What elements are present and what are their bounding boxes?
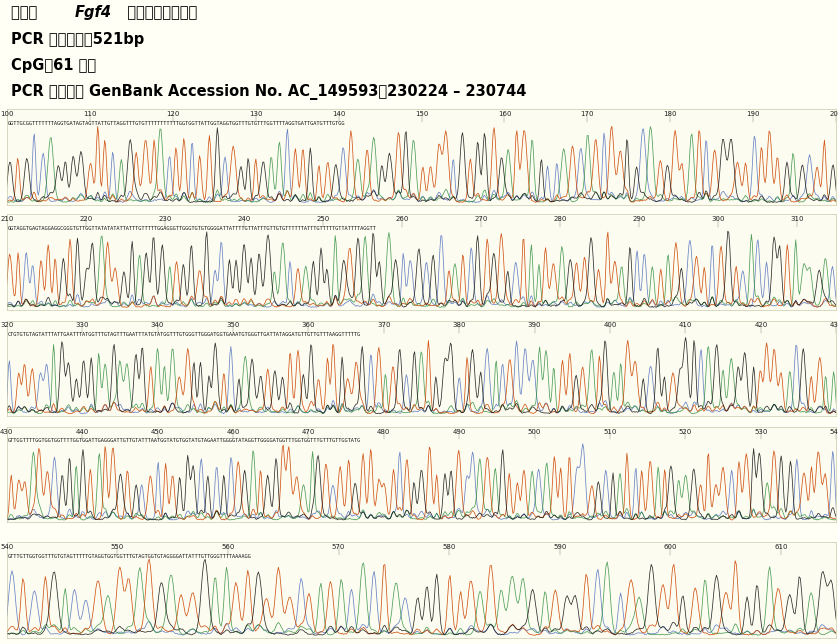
Text: 160: 160 <box>498 111 511 117</box>
Text: 120: 120 <box>166 111 179 117</box>
Text: 320: 320 <box>0 323 13 328</box>
Text: GGTAGGTGAGTAGGAGGCGGGTGTTGGTTATATATATTATTTGTTTTTGGAGGGTTGGGTGTGTGGGGATTATTTTGTTA: GGTAGGTGAGTAGGAGGCGGGTGTTGGTTATATATATTAT… <box>8 226 376 231</box>
Text: 200: 200 <box>830 111 838 117</box>
Text: 220: 220 <box>79 216 92 222</box>
Text: 280: 280 <box>553 216 566 222</box>
Text: 270: 270 <box>474 216 488 222</box>
Text: 410: 410 <box>679 323 692 328</box>
Text: 110: 110 <box>83 111 96 117</box>
Text: 310: 310 <box>790 216 804 222</box>
Text: 330: 330 <box>75 323 89 328</box>
Text: マウス: マウス <box>11 5 42 20</box>
Text: 600: 600 <box>664 544 677 550</box>
Text: 550: 550 <box>111 544 124 550</box>
Text: 420: 420 <box>754 323 768 328</box>
Text: 290: 290 <box>632 216 645 222</box>
Text: 400: 400 <box>603 323 617 328</box>
Text: 460: 460 <box>226 429 240 435</box>
Text: CpG：61 箇所: CpG：61 箇所 <box>11 58 96 73</box>
Text: PCR 増幅鎖長：521bp: PCR 増幅鎖長：521bp <box>11 32 144 47</box>
Text: 170: 170 <box>581 111 594 117</box>
Text: 100: 100 <box>0 111 13 117</box>
Text: 350: 350 <box>226 323 240 328</box>
Text: 470: 470 <box>302 429 315 435</box>
Text: 210: 210 <box>0 216 13 222</box>
Text: 150: 150 <box>415 111 428 117</box>
Text: 540: 540 <box>830 429 838 435</box>
Text: 250: 250 <box>316 216 329 222</box>
Text: GTTTGTTGGTGGTTTGTGTAGTTTTTGTAGGTGGTGGTTTGTAGTGGTGTAGGGGATTATTTGTTGGGTTTTAAAAGG: GTTTGTTGGTGGTTTGTGTAGTTTTTGTAGGTGGTGGTTT… <box>8 554 251 558</box>
Text: 190: 190 <box>747 111 760 117</box>
Text: 480: 480 <box>377 429 391 435</box>
Text: 430: 430 <box>0 429 13 435</box>
Text: 300: 300 <box>711 216 725 222</box>
Text: 370: 370 <box>377 323 391 328</box>
Text: 540: 540 <box>0 544 13 550</box>
Text: 570: 570 <box>332 544 345 550</box>
Text: 390: 390 <box>528 323 541 328</box>
Text: GTTGGTTTTGGTGGTGGTTTTGGTGGATTGAGGGATTGTTGTATTTAATGGTATGTGGTATGTAGAATTGGGGTATAGGT: GTTGGTTTTGGTGGTGGTTTTGGTGGATTGAGGGATTGTT… <box>8 439 360 443</box>
Text: 520: 520 <box>679 429 692 435</box>
Text: CTGTGTGTAGTATTTATTGAATTTATGGTTTGTAGTTTGAATTTATGTATGGTTTGTGGGTTGGGATGGTGAAATGTGGG: CTGTGTGTAGTATTTATTGAATTTATGGTTTGTAGTTTGA… <box>8 332 360 337</box>
Text: 510: 510 <box>603 429 617 435</box>
Text: 430: 430 <box>830 323 838 328</box>
Text: 450: 450 <box>151 429 164 435</box>
Text: 610: 610 <box>774 544 788 550</box>
Text: 140: 140 <box>332 111 345 117</box>
Text: 180: 180 <box>664 111 677 117</box>
Text: 490: 490 <box>453 429 466 435</box>
Text: 230: 230 <box>158 216 172 222</box>
Text: 580: 580 <box>442 544 456 550</box>
Text: 530: 530 <box>754 429 768 435</box>
Text: PCR 増幅領域 GenBank Accession No. AC_149593：230224 – 230744: PCR 増幅領域 GenBank Accession No. AC_149593… <box>11 84 526 100</box>
Text: 590: 590 <box>553 544 566 550</box>
Text: プロモーター領域: プロモーター領域 <box>116 5 197 20</box>
Text: 560: 560 <box>221 544 235 550</box>
Text: GGTTGCGGTTTTTTTAGGTGATAGTAGTTATTGTTAGGTTTGTGTTTTTTTTTTTGGTGGTTATTGGTAGGTGGTTTGTG: GGTTGCGGTTTTTTTAGGTGATAGTAGTTATTGTTAGGTT… <box>8 121 345 126</box>
Text: 130: 130 <box>249 111 262 117</box>
Text: Fgf4: Fgf4 <box>75 5 112 20</box>
Text: 380: 380 <box>453 323 466 328</box>
Text: 500: 500 <box>528 429 541 435</box>
Text: 360: 360 <box>302 323 315 328</box>
Text: 240: 240 <box>237 216 251 222</box>
Text: 440: 440 <box>75 429 89 435</box>
Text: 260: 260 <box>395 216 408 222</box>
Text: 340: 340 <box>151 323 164 328</box>
